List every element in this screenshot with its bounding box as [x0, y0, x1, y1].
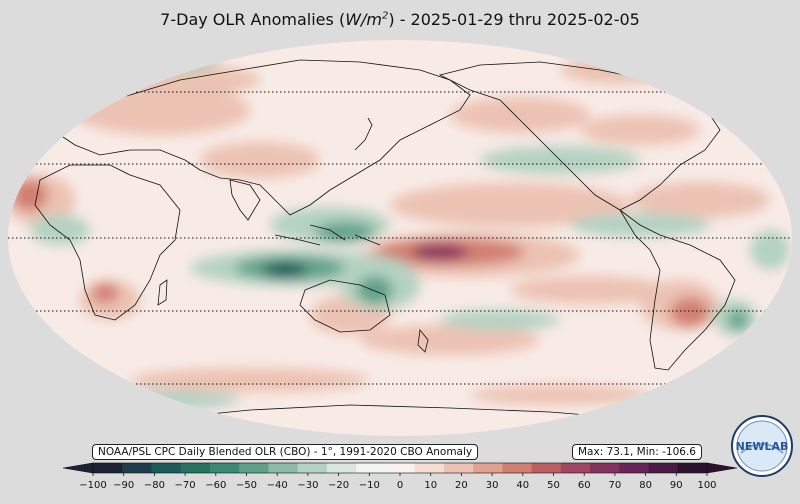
colorbar-tick-label: −60 [205, 480, 226, 491]
colorbar-segment [151, 463, 182, 473]
colorbar-tick-label: −80 [144, 480, 165, 491]
anomaly-region-pos-light [390, 183, 630, 227]
anomaly-region-neg-mid [728, 310, 748, 330]
colorbar-segment [648, 463, 679, 473]
anomaly-region-neg-light [30, 215, 90, 245]
colorbar-tick-label: 30 [486, 480, 499, 491]
anomaly-region-pos-light [450, 97, 590, 133]
anomaly-region-neg-light [750, 230, 790, 270]
colorbar-tick-label: −100 [79, 480, 106, 491]
colorbar-tick-label: 40 [516, 480, 529, 491]
colorbar-segment [502, 463, 533, 473]
anomaly-region-neg-light [80, 390, 240, 410]
anomaly-region-neg-dark [263, 262, 307, 278]
colorbar-min-arrow [62, 462, 94, 474]
colorbar-segment [326, 463, 357, 473]
colorbar-segment [297, 463, 328, 473]
colorbar-segment [209, 463, 240, 473]
title-suffix: ) - 2025-01-29 thru 2025-02-05 [388, 10, 640, 29]
colorbar-segment [560, 463, 591, 473]
colorbar-segment [473, 463, 503, 473]
colorbar-tick-label: 10 [424, 480, 437, 491]
title-prefix: 7-Day OLR Anomalies ( [160, 10, 346, 29]
anomaly-region-pos-mid [670, 297, 710, 327]
colorbar-tick-label: 70 [609, 480, 622, 491]
anomaly-field [8, 46, 790, 410]
colorbar-svg: −100 −90 −80 −70 −60 −50 −40 −30 −20 −10 0 10 20 30 40… [62, 462, 738, 491]
colorbar-segment [385, 463, 416, 473]
anomaly-region-pos-mid [91, 283, 119, 303]
colorbar-segment [443, 463, 474, 473]
colorbar-segment [122, 463, 152, 473]
colorbar-segment [239, 463, 269, 473]
anomaly-region-neg-light [600, 46, 700, 74]
anomaly-region-pos-light [630, 182, 770, 218]
colorbar-tick-label: −10 [359, 480, 380, 491]
anomaly-region-pos-light [360, 325, 540, 355]
colorbar-tick-label: −20 [328, 480, 349, 491]
colorbar-segment [531, 463, 562, 473]
anomaly-region-pos-mid [12, 179, 48, 211]
colorbar-tick-label: 90 [670, 480, 683, 491]
colorbar-segment [677, 463, 708, 473]
title-unit: W/m2 [345, 10, 389, 29]
anomaly-region-neg-light [440, 310, 560, 330]
psl-logo-icon: NEWLAB [731, 415, 793, 477]
map-title: 7-Day OLR Anomalies (W/m2) - 2025-01-29 … [0, 10, 800, 29]
logo-text: NEWLAB [736, 440, 789, 453]
colorbar-segment [619, 463, 650, 473]
colorbar-segment [268, 463, 299, 473]
anomaly-region-pos-light [510, 276, 670, 304]
colorbar-segment [414, 463, 445, 473]
colorbar-segment [93, 463, 123, 473]
colorbar-segment [356, 463, 386, 473]
anomaly-region-neg-mid [357, 276, 393, 304]
source-label: NOAA/PSL CPC Daily Blended OLR (CBO) - 1… [92, 444, 479, 460]
anomaly-region-pos-light [130, 368, 370, 392]
anomaly-region-pos-light [560, 56, 680, 84]
globe [8, 40, 792, 436]
colorbar-tick-label: 80 [639, 480, 652, 491]
anomaly-region-pos-light [580, 115, 700, 145]
coastlines [34, 47, 746, 421]
anomaly-region-pos-light [200, 142, 320, 178]
anomaly-region-pos-light [470, 385, 650, 405]
colorbar-tick-label: −30 [297, 480, 318, 491]
colorbar-tick-label: 0 [397, 480, 403, 491]
colorbar-segment [180, 463, 211, 473]
colorbar-segment [590, 463, 620, 473]
colorbar-tick-label: −40 [267, 480, 288, 491]
colorbar-tick-label: 60 [578, 480, 591, 491]
colorbar-tick-label: 20 [455, 480, 468, 491]
colorbar-tick-label: 100 [697, 480, 716, 491]
colorbar: −100 −90 −80 −70 −60 −50 −40 −30 −20 −10 0 10 20 30 40… [0, 460, 800, 500]
anomaly-region-pos-dark [412, 244, 468, 260]
colorbar-tick-label: −70 [175, 480, 196, 491]
colorbar-tick-label: −90 [113, 480, 134, 491]
anomaly-region-neg-light [100, 46, 220, 74]
stats-label: Max: 73.1, Min: -106.6 [572, 444, 702, 460]
colorbar-tick-label: −50 [236, 480, 257, 491]
colorbar-tick-label: 50 [547, 480, 560, 491]
